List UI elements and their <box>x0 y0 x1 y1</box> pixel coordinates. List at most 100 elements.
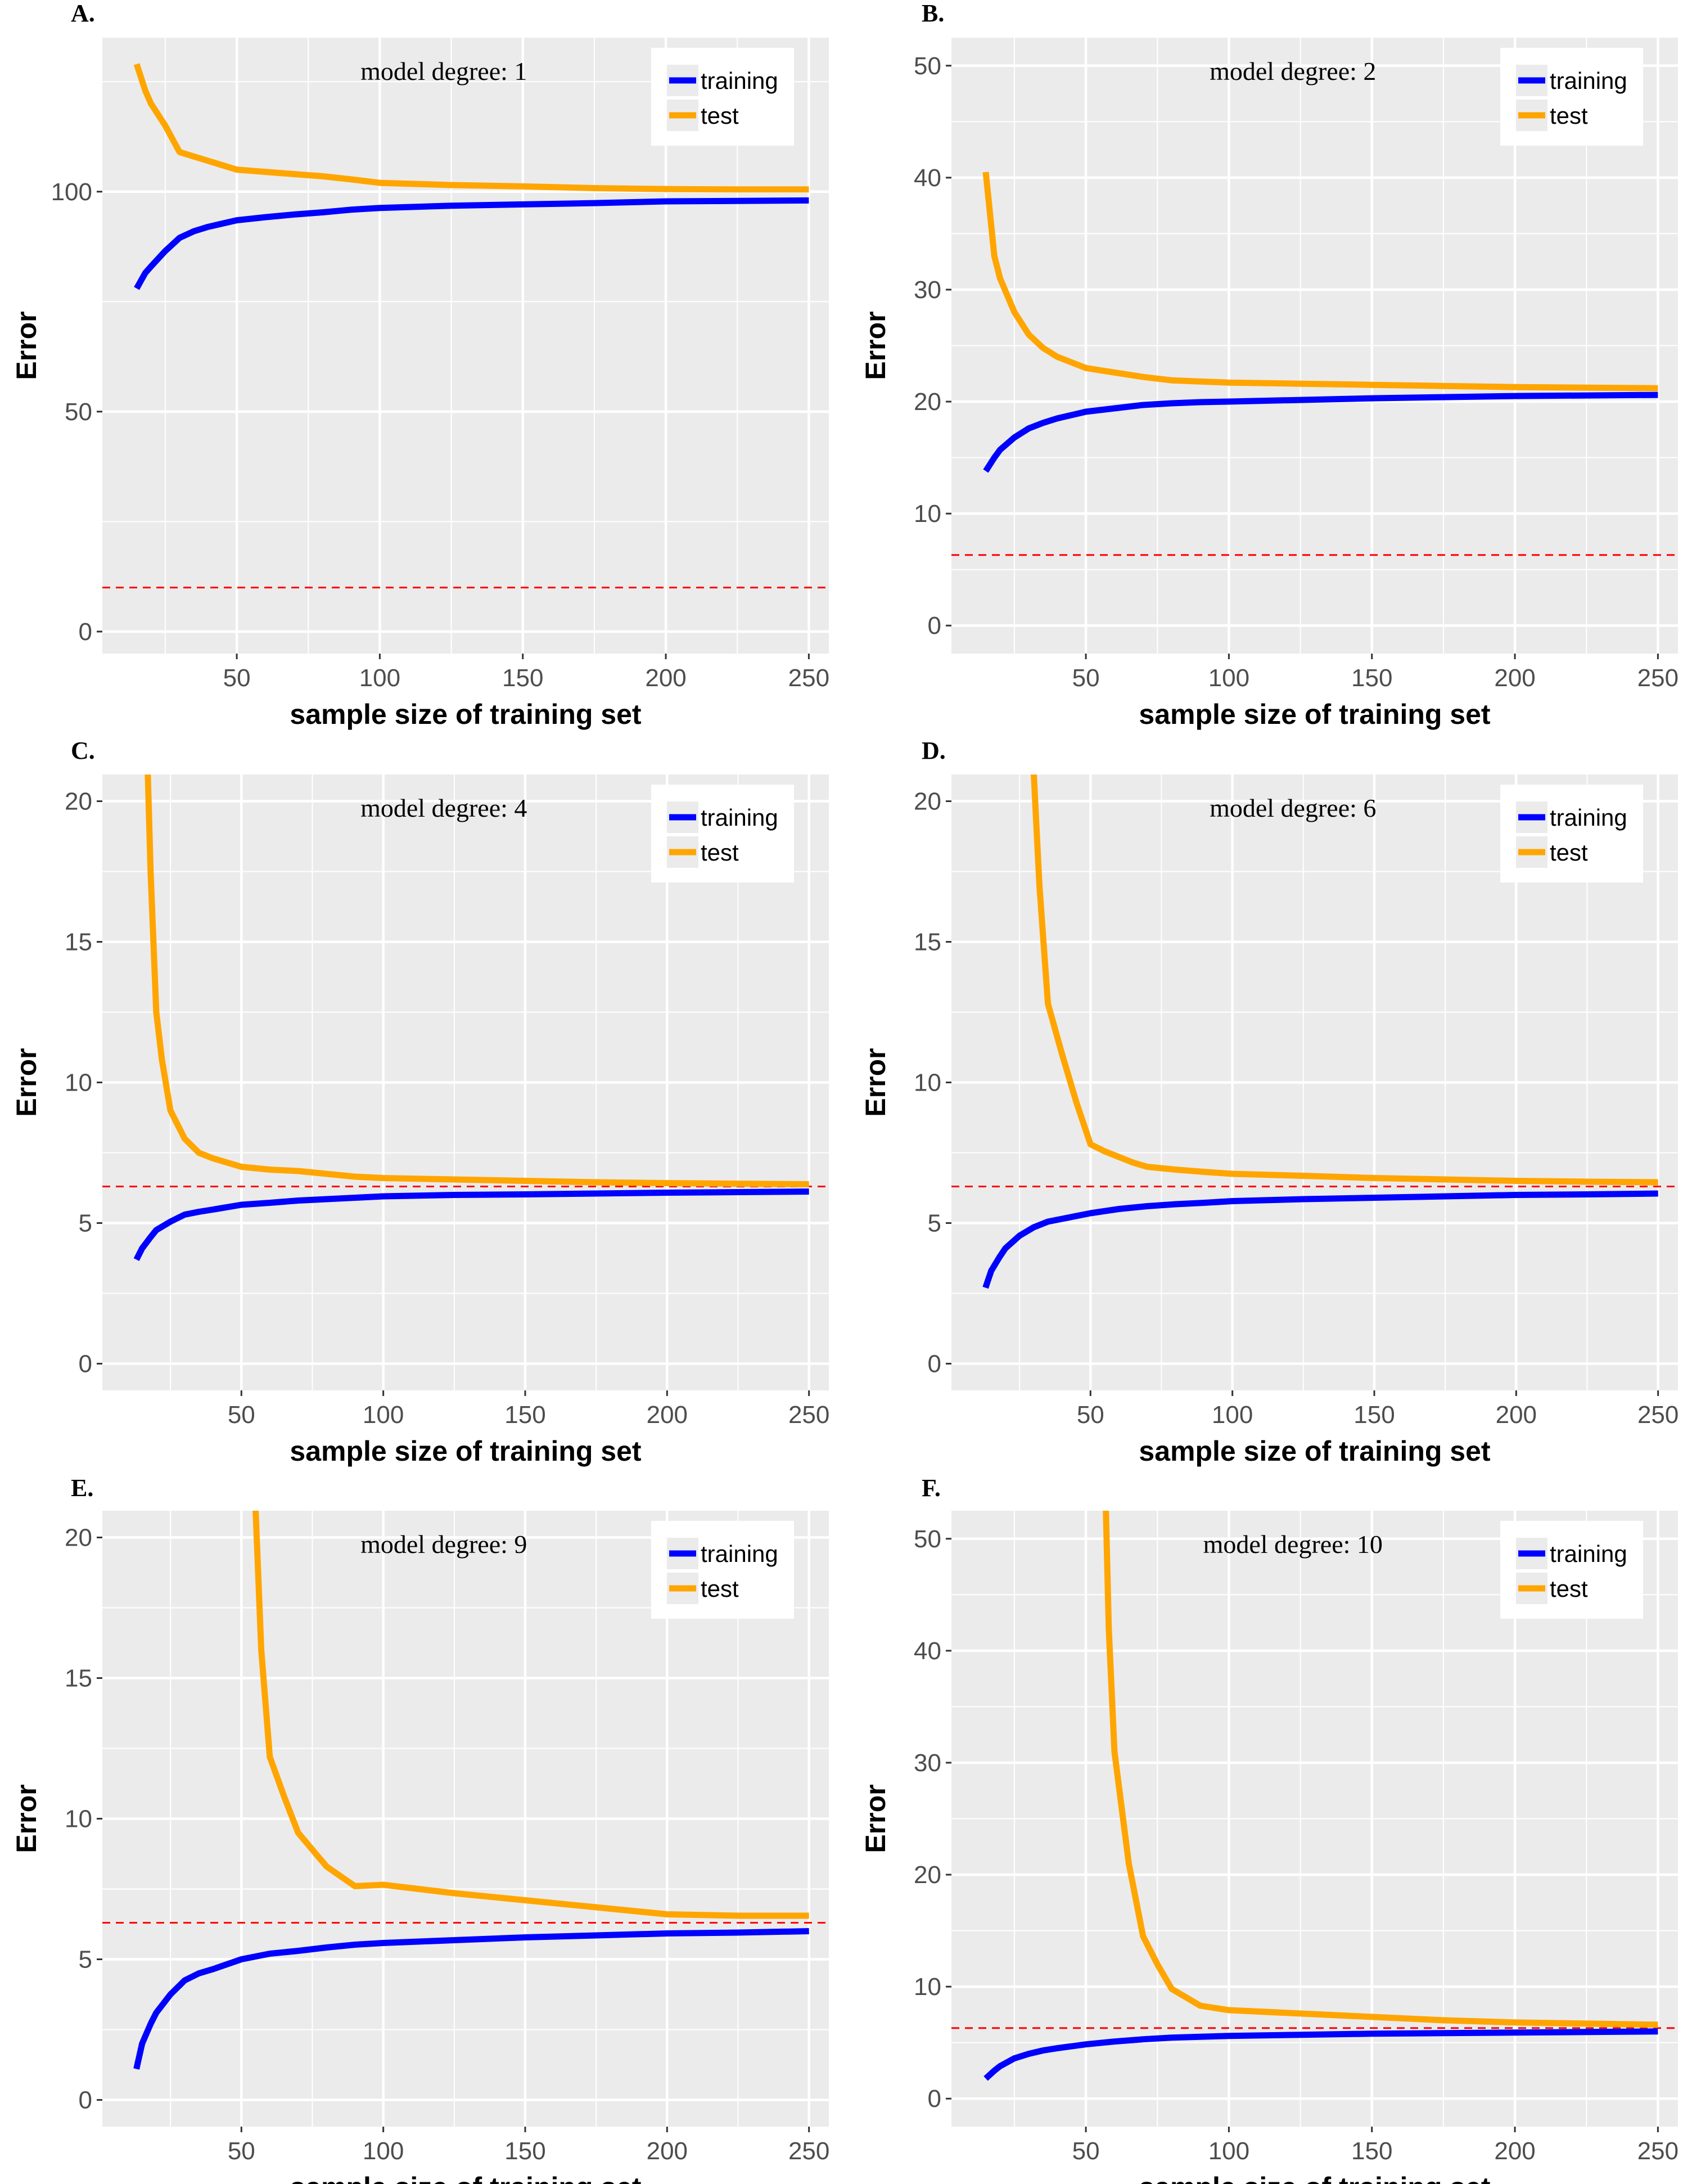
series-group <box>133 63 809 290</box>
x-tick-label: 200 <box>645 664 686 692</box>
x-tick-label: 100 <box>1212 1401 1253 1429</box>
training-line <box>134 197 809 290</box>
legend-label-test: test <box>1550 1575 1588 1602</box>
x-tick-label: 50 <box>1072 664 1100 692</box>
y-tick-label: 100 <box>51 178 92 206</box>
test-line <box>982 172 1658 391</box>
x-tick-label: 150 <box>502 664 543 692</box>
x-axis-title: sample size of training set <box>290 699 642 730</box>
chart-panel-f: 50 100 150 200 250 0 10 20 30 40 50 model degree: 1… <box>860 1474 1679 2184</box>
x-tick-label: 200 <box>1494 2137 1535 2165</box>
x-tick-label: 50 <box>228 1401 255 1429</box>
chart-panel-c: 50 100 150 200 250 0 5 10 15 20 model degree: 4 tra… <box>11 737 829 1467</box>
test-line <box>1103 1511 1658 2028</box>
chart-panel-e: 50 100 150 200 250 0 5 10 15 20 model degree: 9 tra… <box>11 1474 829 2184</box>
y-tick-label: 10 <box>65 1805 92 1833</box>
legend-label-training: training <box>701 67 778 94</box>
panel-letter: F. <box>922 1474 941 1502</box>
y-tick-label: 40 <box>914 164 941 192</box>
y-axis-title: Error <box>11 311 42 380</box>
x-tick-label: 100 <box>363 2137 404 2165</box>
legend-label-test: test <box>1550 102 1588 129</box>
training-line <box>982 1190 1658 1289</box>
series-group <box>133 774 809 1261</box>
model-degree-annotation: model degree: 2 <box>1210 57 1376 85</box>
series-group <box>982 774 1658 1289</box>
x-tick-label: 200 <box>647 2137 688 2165</box>
test-line <box>133 63 809 193</box>
legend-label-training: training <box>1550 67 1627 94</box>
panel-letter: A. <box>71 0 95 27</box>
y-tick-label: 15 <box>65 1665 92 1692</box>
x-axis-title: sample size of training set <box>1139 2172 1491 2184</box>
y-tick-label: 20 <box>914 788 941 816</box>
y-tick-label: 0 <box>928 1350 941 1378</box>
panel-letter: B. <box>922 0 944 27</box>
x-tick-label: 150 <box>1351 664 1392 692</box>
y-tick-label: 0 <box>79 1350 92 1378</box>
x-tick-label: 250 <box>788 664 829 692</box>
y-tick-label: 15 <box>914 929 941 956</box>
y-tick-label: 10 <box>65 1069 92 1097</box>
legend-label-training: training <box>1550 804 1627 831</box>
y-axis-title: Error <box>11 1784 42 1853</box>
y-axis-title: Error <box>11 1048 42 1116</box>
y-tick-label: 30 <box>914 276 941 304</box>
x-axis-title: sample size of training set <box>1139 1435 1491 1467</box>
y-tick-label: 15 <box>65 929 92 956</box>
training-line <box>133 1188 809 1261</box>
x-tick-label: 100 <box>1208 2137 1249 2165</box>
training-line <box>983 2028 1658 2081</box>
y-axis-title: Error <box>860 311 891 380</box>
chart-panel-a: 50 100 150 200 250 0 50 100 model degree: 1 train… <box>11 0 829 730</box>
y-tick-label: 30 <box>914 1749 941 1777</box>
panel-letter: D. <box>922 737 946 764</box>
training-line <box>983 391 1658 473</box>
y-tick-label: 50 <box>65 398 92 426</box>
legend-label-test: test <box>701 1575 739 1602</box>
legend-label-training: training <box>701 804 778 831</box>
x-tick-label: 250 <box>788 1401 829 1429</box>
y-tick-label: 40 <box>914 1637 941 1665</box>
x-tick-label: 100 <box>359 664 400 692</box>
y-tick-label: 5 <box>79 1946 92 1974</box>
series-group <box>982 172 1658 473</box>
x-tick-label: 50 <box>1072 2137 1100 2165</box>
x-tick-label: 50 <box>228 2137 255 2165</box>
y-tick-label: 20 <box>65 788 92 816</box>
test-line <box>145 774 809 1187</box>
y-tick-label: 20 <box>914 1861 941 1889</box>
x-tick-label: 200 <box>1494 664 1535 692</box>
y-axis-title: Error <box>860 1784 891 1853</box>
series-group <box>133 1511 809 2070</box>
y-tick-label: 5 <box>79 1210 92 1237</box>
y-tick-label: 50 <box>914 1525 941 1553</box>
x-tick-label: 150 <box>1351 2137 1392 2165</box>
model-degree-annotation: model degree: 4 <box>360 794 527 822</box>
y-tick-label: 0 <box>928 612 941 640</box>
series-group <box>983 1511 1658 2081</box>
y-tick-label: 10 <box>914 1069 941 1097</box>
x-tick-label: 250 <box>1637 2137 1679 2165</box>
chart-panel-d: 50 100 150 200 250 0 5 10 15 20 model degree: 6 tra… <box>860 737 1679 1467</box>
x-tick-label: 100 <box>363 1401 404 1429</box>
training-line <box>133 1928 809 2070</box>
legend-label-test: test <box>701 102 739 129</box>
legend-label-test: test <box>1550 839 1588 866</box>
y-tick-label: 0 <box>928 2085 941 2113</box>
chart-panel-b: 50 100 150 200 250 0 10 20 30 40 50 model degree: 2… <box>860 0 1679 730</box>
model-degree-annotation: model degree: 9 <box>360 1530 527 1559</box>
x-tick-label: 100 <box>1208 664 1249 692</box>
x-tick-label: 50 <box>223 664 251 692</box>
model-degree-annotation: model degree: 1 <box>360 57 527 85</box>
panel-letter: C. <box>71 737 95 764</box>
y-tick-label: 5 <box>928 1210 941 1237</box>
model-degree-annotation: model degree: 6 <box>1210 794 1376 822</box>
x-axis-title: sample size of training set <box>1139 699 1491 730</box>
panel-letter: E. <box>71 1474 93 1502</box>
x-tick-label: 150 <box>1353 1401 1395 1429</box>
y-axis-title: Error <box>860 1048 891 1116</box>
y-tick-label: 50 <box>914 52 941 80</box>
y-tick-label: 20 <box>65 1524 92 1552</box>
